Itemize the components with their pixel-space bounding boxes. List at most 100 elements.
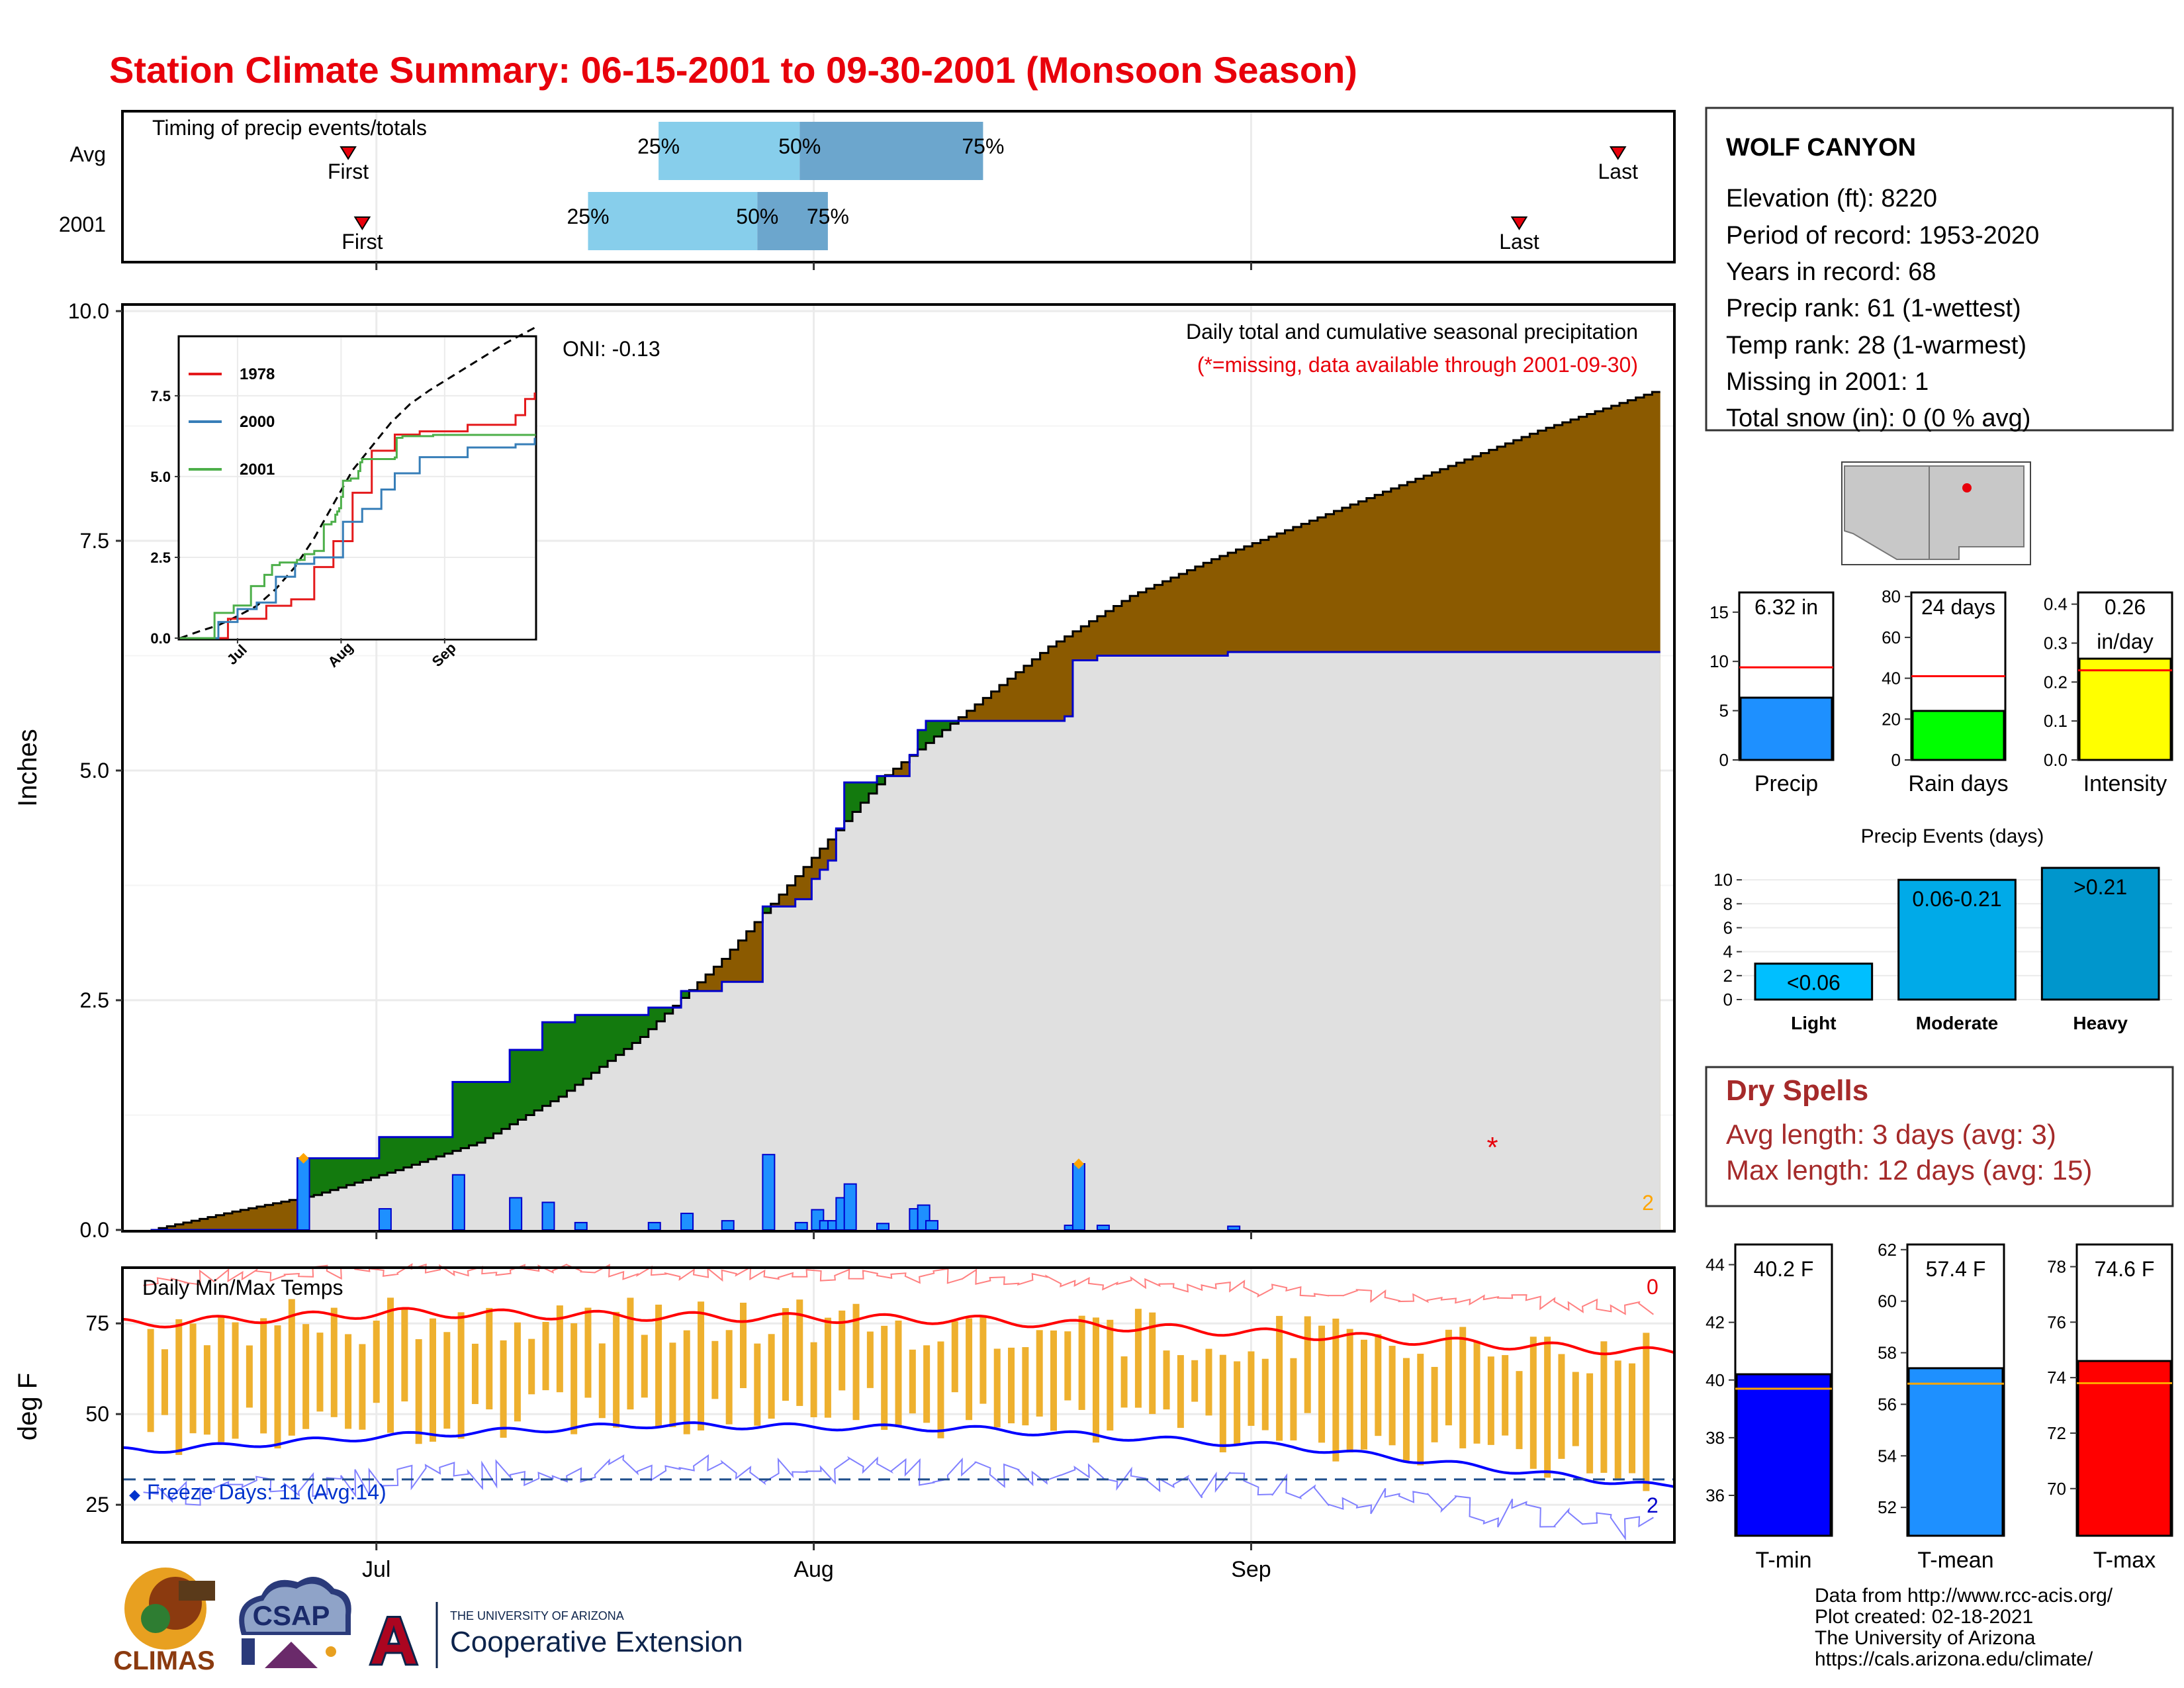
temp-bar-label: T-max: [2093, 1548, 2156, 1573]
stat-bar-ytick-label: 80: [1882, 586, 1901, 606]
stat-bar-ytick-label: 0.0: [2044, 750, 2068, 770]
daily-temp-bar: [288, 1299, 295, 1436]
daily-temp-bar: [669, 1342, 676, 1428]
stat-bar-value: 6.32 in: [1754, 595, 1818, 619]
daily-temp-bar: [796, 1299, 803, 1406]
daily-temp-bar: [1318, 1325, 1326, 1443]
daily-temp-bar: [993, 1348, 1001, 1428]
daily-precip-bar: [843, 1183, 857, 1231]
temp-bar-value: 57.4 F: [1926, 1257, 1986, 1281]
event-category-label: Heavy: [2073, 1013, 2128, 1033]
daily-temp-bar: [951, 1321, 958, 1393]
daily-temp-bar: [584, 1307, 592, 1398]
temp-bar-ytick-label: 40: [1706, 1370, 1725, 1390]
daily-temp-bar: [1163, 1350, 1170, 1410]
inset-legend-label: 2001: [240, 461, 275, 479]
dry-spell-line: Avg length: 3 days (avg: 3): [1726, 1119, 2056, 1150]
daily-temp-bar: [1629, 1363, 1636, 1474]
temp-ytick-label: 50: [85, 1402, 109, 1426]
footer-line: The University of Arizona: [1815, 1627, 2036, 1649]
csap-logo[interactable]: CSAP: [239, 1577, 351, 1668]
daily-temp-bar: [725, 1330, 733, 1425]
daily-temp-bar: [1234, 1361, 1241, 1445]
station-info-box: WOLF CANYON Elevation (ft): 8220 Period …: [1705, 107, 2174, 432]
precip-ylabel: Inches: [13, 729, 42, 807]
daily-precip-bar: [1071, 1163, 1085, 1231]
daily-temp-bar: [345, 1334, 352, 1429]
daily-temp-bar: [683, 1330, 690, 1434]
daily-temp-bar: [598, 1343, 606, 1419]
temp-ytick-label: 75: [85, 1311, 109, 1335]
daily-temp-bar: [542, 1321, 549, 1391]
daily-temp-bar: [1276, 1315, 1283, 1441]
station-location-dot: [1962, 483, 1972, 492]
record-max-line: [143, 1263, 1654, 1315]
timing-marker-triangle: [353, 216, 371, 230]
temp-bar-fill: [1735, 1373, 1832, 1537]
oni-label: ONI: -0.13: [563, 337, 660, 361]
temp-bar-ytick-label: 44: [1706, 1254, 1725, 1274]
precip-ytick-label: 5.0: [80, 759, 109, 782]
temp-bar-ytick-label: 76: [2047, 1312, 2066, 1332]
ua-logo[interactable]: A THE UNIVERSITY OF ARIZONA Cooperative …: [361, 1602, 743, 1680]
stat-bar-ytick-label: 40: [1882, 669, 1901, 688]
stat-bar-ytick-label: 15: [1709, 602, 1729, 622]
temp-bar-ytick-label: 62: [1878, 1240, 1897, 1260]
daily-temp-bar: [161, 1349, 168, 1415]
daily-temp-bar: [1445, 1329, 1452, 1426]
dry-spells-title: Dry Spells: [1726, 1074, 1868, 1107]
station-line: Missing in 2001: 1: [1726, 368, 1929, 396]
temp-bar-ytick-label: 52: [1878, 1497, 1897, 1517]
temp-bar-ytick-label: 54: [1878, 1446, 1897, 1466]
daily-temp-bar: [839, 1310, 846, 1391]
daily-precip-bar: [721, 1220, 735, 1231]
inset-ytick-label: 7.5: [150, 388, 171, 404]
daily-temp-bar: [768, 1334, 775, 1419]
daily-temp-bar: [641, 1335, 648, 1398]
daily-temp-bar: [330, 1307, 338, 1417]
inset-ytick-label: 5.0: [150, 469, 171, 485]
daily-temp-bar: [1050, 1330, 1057, 1431]
timing-marker-label: First: [328, 160, 369, 183]
climas-logo-text: CLIMAS: [113, 1646, 214, 1675]
timing-bar-50-75: [799, 122, 983, 180]
stat-bar-ytick-label: 5: [1719, 701, 1729, 721]
events-ytick-label: 8: [1723, 894, 1733, 914]
daily-precip-bar: [451, 1174, 465, 1231]
daily-temp-bar: [359, 1344, 366, 1430]
climas-logo[interactable]: CLIMAS: [113, 1568, 215, 1675]
temp-bar-ytick-label: 38: [1706, 1428, 1725, 1448]
daily-temp-bar: [754, 1343, 761, 1426]
daily-temp-bar: [387, 1297, 394, 1433]
temp-bar-ytick-label: 70: [2047, 1479, 2066, 1499]
page-title: Station Climate Summary: 06-15-2001 to 0…: [109, 49, 1357, 91]
station-line: Precip rank: 61 (1-wettest): [1726, 295, 2021, 322]
daily-temp-bar: [895, 1320, 902, 1427]
temp-bar-ytick-label: 42: [1706, 1313, 1725, 1333]
daily-temp-bar: [415, 1339, 422, 1444]
daily-temp-bar: [500, 1340, 507, 1438]
daily-temp-bar: [909, 1349, 916, 1414]
precip-panel: 0.0 2.5 5.0 7.5 10.0 Inches Daily total and …: [13, 299, 1676, 1242]
stat-bar-value: 0.26: [2105, 595, 2146, 619]
daily-temp-bar: [486, 1307, 493, 1410]
daily-precip-bar: [925, 1220, 938, 1231]
timing-pct-label: 75%: [962, 134, 1004, 158]
dry-spell-line: Max length: 12 days (avg: 15): [1726, 1154, 2092, 1186]
heavy-day-marker: [1073, 1158, 1084, 1170]
timing-bar-25-50: [659, 122, 800, 180]
daily-temp-bar: [232, 1322, 239, 1439]
daily-temp-bar: [1332, 1318, 1340, 1462]
temp-bar-ytick-label: 56: [1878, 1394, 1897, 1414]
daily-temp-bar: [1388, 1346, 1396, 1446]
freeze-days-text: Freeze Days: 11 (Avg:14): [147, 1480, 387, 1504]
min-count: 2: [1647, 1493, 1659, 1517]
timing-marker-triangle: [340, 146, 357, 160]
daily-temp-bar: [979, 1316, 987, 1404]
inset-ytick-label: 0.0: [150, 630, 171, 647]
daily-temp-bar: [514, 1322, 521, 1422]
timing-bar-25-50: [588, 192, 758, 250]
temp-bar-ytick-label: 58: [1878, 1343, 1897, 1363]
daily-temp-bar: [810, 1342, 817, 1417]
